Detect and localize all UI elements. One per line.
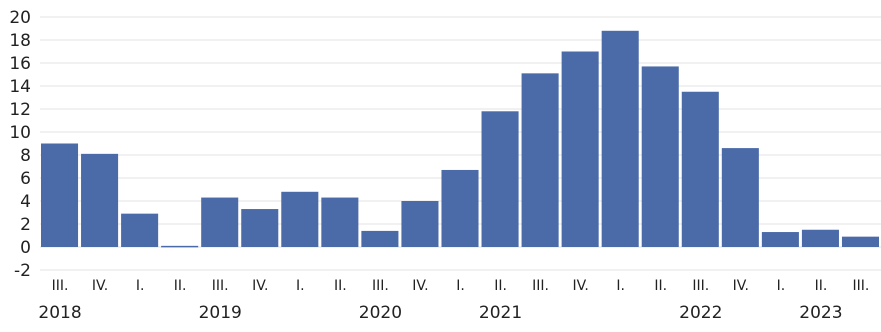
bar: [641, 66, 679, 247]
x-tick-label: IV.: [733, 278, 749, 294]
bar: [721, 148, 759, 247]
x-tick-label: IV.: [92, 278, 108, 294]
y-tick-label: 20: [9, 8, 31, 28]
year-label: 2023: [799, 303, 842, 323]
year-label: 2022: [679, 303, 722, 323]
x-tick-label: I.: [296, 278, 305, 294]
bar: [161, 245, 199, 248]
x-tick-label: II.: [654, 278, 667, 294]
x-tick-label: IV.: [412, 278, 428, 294]
bar: [361, 230, 399, 247]
x-tick-label: III.: [853, 278, 870, 294]
bar: [681, 91, 719, 247]
bar: [561, 51, 599, 247]
bar: [241, 209, 279, 247]
x-tick-label: I.: [777, 278, 786, 294]
y-axis-ticks: -2 0 2 4 6 8 10 12 14 16 18 20: [9, 8, 31, 281]
x-tick-label: II.: [174, 278, 187, 294]
bar: [841, 236, 879, 247]
x-tick-label: III.: [692, 278, 709, 294]
bar: [281, 191, 319, 247]
x-tick-label: IV.: [572, 278, 588, 294]
x-tick-label: II.: [494, 278, 507, 294]
x-tick-label: III.: [372, 278, 389, 294]
bar: [601, 30, 639, 247]
x-tick-label: I.: [616, 278, 625, 294]
year-label: 2019: [199, 303, 242, 323]
y-tick-label: 16: [9, 54, 31, 74]
x-tick-label: I.: [456, 278, 465, 294]
year-label: 2021: [479, 303, 522, 323]
x-tick-label: III.: [532, 278, 549, 294]
x-axis-year-labels: 2018 2019 2020 2021 2022 2023: [38, 303, 842, 323]
y-tick-label: 14: [9, 77, 31, 97]
bar-series: [41, 30, 879, 248]
x-tick-label: III.: [52, 278, 69, 294]
bar: [521, 73, 559, 247]
year-label: 2018: [38, 303, 81, 323]
y-tick-label: 4: [20, 192, 31, 212]
x-tick-label: I.: [136, 278, 145, 294]
x-axis-quarter-labels: III. IV. I. II. III. IV. I. II. III. IV. I. II. III.…: [52, 278, 870, 294]
bar: [801, 229, 839, 247]
bar: [81, 153, 119, 247]
year-label: 2020: [359, 303, 402, 323]
x-tick-label: II.: [815, 278, 828, 294]
bar: [761, 232, 799, 247]
y-tick-label: 0: [20, 238, 31, 258]
bar: [121, 213, 159, 247]
y-tick-label: 18: [9, 31, 31, 51]
y-tick-label: 8: [20, 146, 31, 166]
y-tick-label: 2: [20, 215, 31, 235]
bar: [441, 169, 479, 247]
bar: [321, 197, 359, 247]
y-tick-label: -2: [14, 261, 31, 281]
bar: [201, 197, 239, 247]
y-tick-label: 6: [20, 169, 31, 189]
y-tick-label: 12: [9, 100, 31, 120]
y-tick-label: 10: [9, 123, 31, 143]
x-tick-label: II.: [334, 278, 347, 294]
bar: [41, 143, 79, 247]
x-tick-label: IV.: [252, 278, 268, 294]
x-tick-label: III.: [212, 278, 229, 294]
bar: [401, 201, 439, 247]
bar: [481, 111, 519, 247]
